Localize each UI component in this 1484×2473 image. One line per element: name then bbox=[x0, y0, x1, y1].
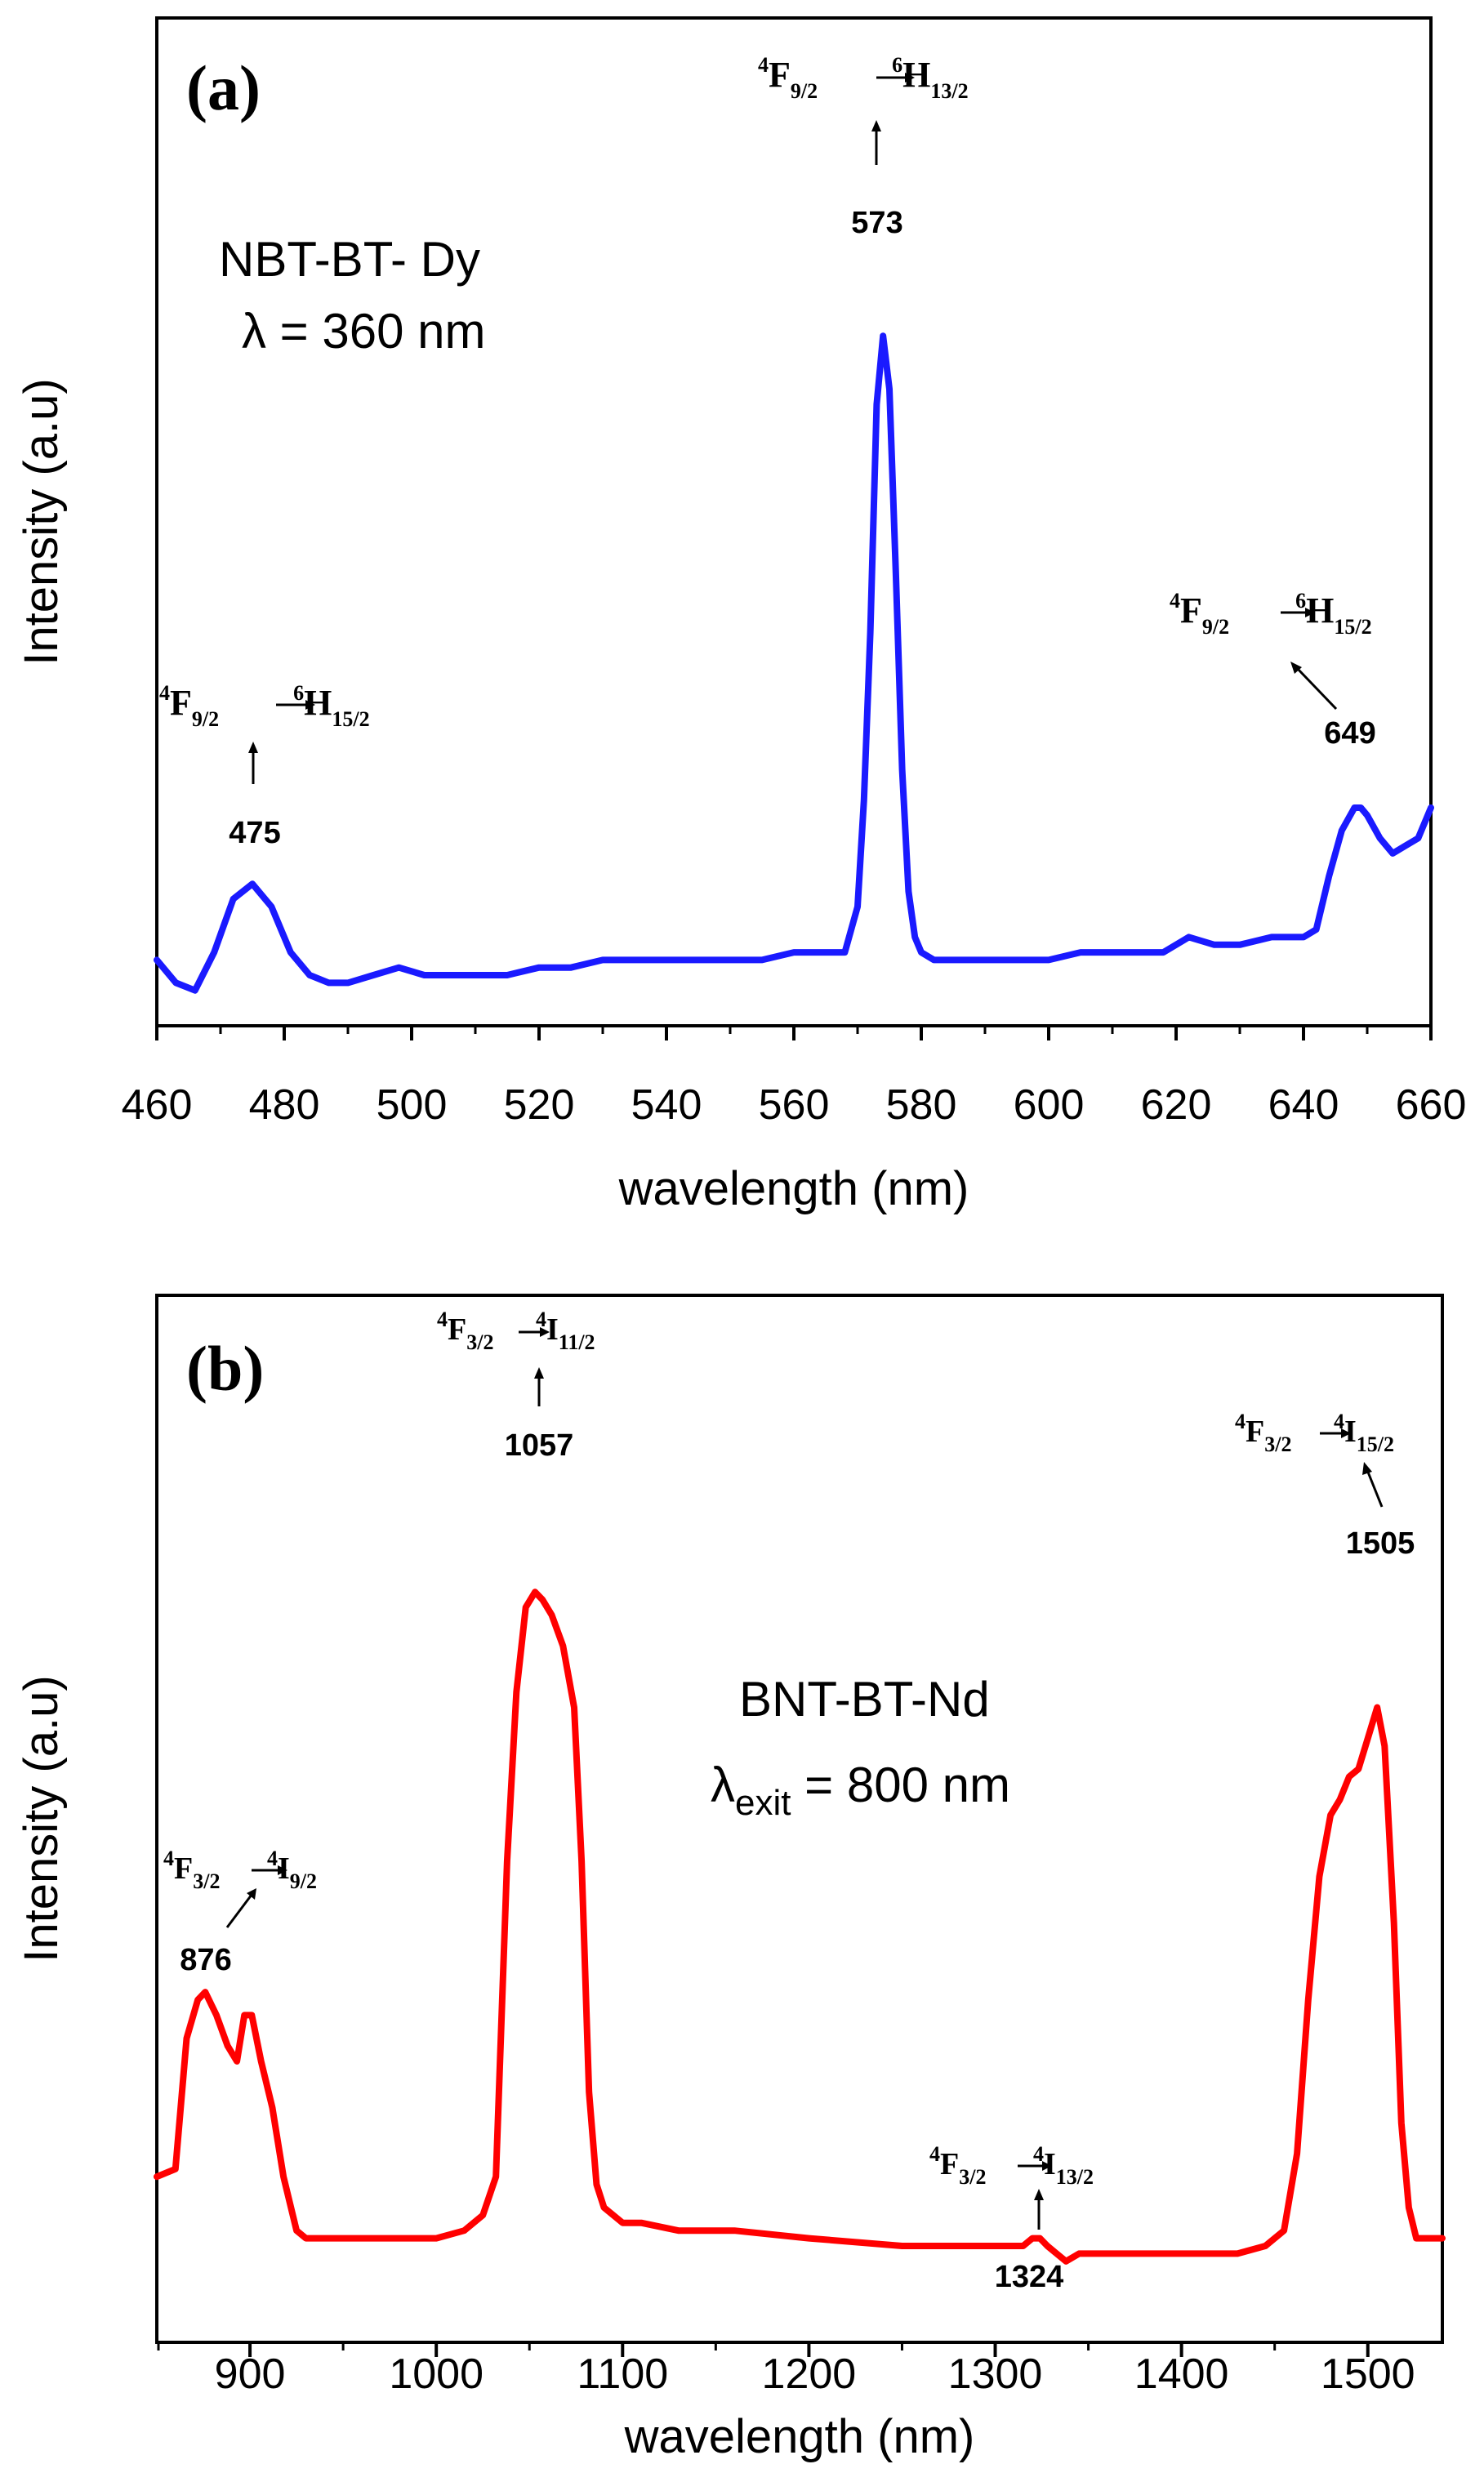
x-ticks-b: 900 1000 1100 1200 1300 1400 1500 bbox=[157, 2342, 1415, 2398]
annotation-1324: 4F3/2 4I13/2 1324 bbox=[929, 2142, 1094, 2294]
peak-arrow bbox=[1366, 1469, 1384, 1508]
annotation-1505: 4F3/2 4I15/2 1505 bbox=[1235, 1410, 1415, 1561]
y-axis-title-b: Intensity (a.u) bbox=[15, 1675, 68, 1962]
annotation-475: 4F9/2 6H15/2 475 bbox=[159, 681, 370, 850]
x-tick-label: 1300 bbox=[948, 2350, 1043, 2398]
peak-label-475: 475 bbox=[229, 816, 280, 850]
x-tick-label: 600 bbox=[1014, 1081, 1085, 1129]
x-tick-label: 520 bbox=[504, 1081, 575, 1129]
y-axis-title-a: Intensity (a.u) bbox=[15, 378, 68, 665]
x-tick-label: 540 bbox=[631, 1081, 702, 1129]
transition-label: 4F3/2 4I15/2 bbox=[1235, 1410, 1394, 1456]
peak-label-1505: 1505 bbox=[1346, 1526, 1415, 1561]
arrow-head bbox=[1341, 1428, 1351, 1438]
x-tick-label: 480 bbox=[249, 1081, 320, 1129]
peak-arrow bbox=[1295, 666, 1338, 711]
plot-frame-b bbox=[155, 1294, 1444, 2344]
arrow-head bbox=[1034, 2189, 1044, 2200]
arrow-head bbox=[871, 120, 881, 131]
annotation-649: 4F9/2 6H15/2 649 bbox=[1170, 589, 1376, 751]
panel-b: 900 1000 1100 1200 1300 1400 1500 (b) BNT-BT-N… bbox=[15, 1294, 1446, 2463]
annotation-573: 4F9/2 6H13/2 573 bbox=[758, 53, 969, 240]
arrow-head bbox=[1305, 608, 1315, 617]
plot-frame-a bbox=[155, 16, 1433, 1027]
x-tick-label: 460 bbox=[122, 1081, 193, 1129]
arrow-head bbox=[1362, 1462, 1372, 1475]
peak-label-876: 876 bbox=[180, 1943, 231, 1977]
x-tick-label: 1200 bbox=[762, 2350, 857, 2398]
x-tick-label: 560 bbox=[759, 1081, 830, 1129]
arrow-head bbox=[534, 1367, 544, 1379]
annotation-876: 4F3/2 4I9/2 876 bbox=[163, 1847, 317, 1977]
panel-a: 460 480 500 520 540 560 580 600 620 640 660 (a) NB… bbox=[15, 16, 1467, 1215]
annotation-1057: 4F3/2 4I11/2 1057 bbox=[437, 1308, 595, 1463]
peak-arrow bbox=[225, 1894, 253, 1928]
excitation-label-a: λ = 360 nm bbox=[242, 304, 486, 359]
arrow-head bbox=[905, 73, 915, 82]
peak-label-573: 573 bbox=[851, 206, 902, 240]
emission-trace-a bbox=[154, 332, 1434, 994]
x-tick-label: 900 bbox=[215, 2350, 286, 2398]
x-tick-label: 500 bbox=[377, 1081, 448, 1129]
sample-label-a: NBT-BT- Dy bbox=[219, 232, 480, 287]
arrow-head bbox=[247, 1888, 256, 1900]
x-tick-label: 1500 bbox=[1321, 2350, 1415, 2398]
transition-label: 4F3/2 4I11/2 bbox=[437, 1308, 595, 1354]
arrow-head bbox=[540, 1327, 550, 1337]
panel-label-a: (a) bbox=[186, 52, 261, 123]
transition-label: 4F3/2 4I9/2 bbox=[163, 1847, 317, 1893]
arrow-head bbox=[278, 1865, 287, 1875]
x-tick-label: 640 bbox=[1268, 1081, 1339, 1129]
x-axis-title-a: wavelength (nm) bbox=[618, 1162, 969, 1215]
sample-label-b: BNT-BT-Nd bbox=[739, 1672, 990, 1727]
peak-label-1324: 1324 bbox=[995, 2260, 1064, 2294]
transition-label: 4F3/2 4I13/2 bbox=[929, 2142, 1094, 2189]
transition-label: 4F9/2 6H15/2 bbox=[1170, 589, 1372, 639]
transition-label: 4F9/2 6H13/2 bbox=[758, 53, 969, 103]
x-tick-label: 1100 bbox=[577, 2350, 668, 2398]
panel-label-b: (b) bbox=[186, 1333, 264, 1404]
excitation-label-b: λexit = 800 nm bbox=[711, 1758, 1010, 1823]
transition-label: 4F9/2 6H15/2 bbox=[159, 681, 370, 731]
arrow-head bbox=[305, 700, 315, 710]
emission-trace-b bbox=[154, 1589, 1446, 2265]
peak-label-649: 649 bbox=[1324, 716, 1375, 751]
x-tick-label: 620 bbox=[1141, 1081, 1212, 1129]
x-tick-label: 1400 bbox=[1134, 2350, 1229, 2398]
arrow-head bbox=[248, 742, 258, 753]
x-ticks-a: 460 480 500 520 540 560 580 600 620 640 660 bbox=[122, 1026, 1467, 1129]
peak-label-1057: 1057 bbox=[505, 1428, 574, 1463]
x-tick-label: 1000 bbox=[389, 2350, 484, 2398]
x-axis-title-b: wavelength (nm) bbox=[624, 2410, 975, 2463]
x-tick-label: 580 bbox=[886, 1081, 957, 1129]
arrow-head bbox=[1290, 662, 1302, 674]
x-tick-label: 660 bbox=[1396, 1081, 1467, 1129]
arrow-head bbox=[1042, 2161, 1052, 2171]
